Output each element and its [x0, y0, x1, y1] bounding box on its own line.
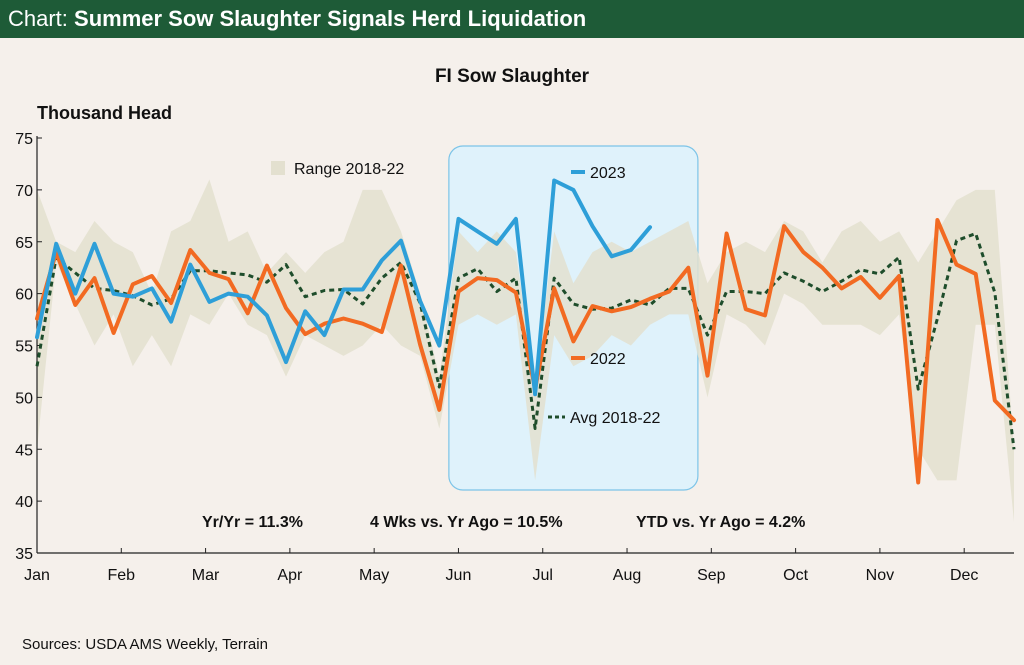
x-tick-label-nov: Nov: [866, 567, 894, 584]
x-tick-label-jul: Jul: [533, 567, 553, 584]
annotation-ytd: YTD vs. Yr Ago = 4.2%: [636, 514, 805, 531]
series-2023-line: [35, 178, 652, 397]
series-2022-line: [35, 218, 1016, 485]
banner-title: Summer Sow Slaughter Signals Herd Liquid…: [74, 6, 587, 31]
y-tick-label: 45: [15, 442, 33, 459]
chart-title: FI Sow Slaughter: [435, 66, 590, 87]
legend-avg-label: Avg 2018-22: [570, 410, 661, 427]
y-axis-label: Thousand Head: [37, 103, 172, 123]
sources-note: Sources: USDA AMS Weekly, Terrain: [22, 636, 268, 653]
x-tick-label-feb: Feb: [108, 567, 136, 584]
y-tick-label: 40: [15, 494, 33, 511]
sow-slaughter-chart: FI Sow Slaughter Thousand Head 35 40 45 50 5…: [15, 66, 1016, 584]
legend-range-label: Range 2018-22: [294, 161, 404, 178]
annotation-4-wks: 4 Wks vs. Yr Ago = 10.5%: [370, 514, 563, 531]
x-tick-label-aug: Aug: [613, 567, 641, 584]
y-tick-label: 55: [15, 339, 33, 356]
legend-2022-label: 2022: [590, 351, 626, 368]
x-tick-label-sep: Sep: [697, 567, 726, 584]
x-tick-label-jan: Jan: [24, 567, 50, 584]
x-tick-label-oct: Oct: [783, 567, 808, 584]
legend-range-swatch: [271, 161, 285, 175]
banner-prefix: Chart:: [8, 6, 75, 31]
x-tick-label-may: May: [359, 567, 389, 584]
y-tick-label: 65: [15, 235, 33, 252]
annotation-yr-yr: Yr/Yr = 11.3%: [202, 514, 303, 531]
x-tick-label-mar: Mar: [192, 567, 220, 584]
x-tick-label-apr: Apr: [277, 567, 303, 584]
y-tick-label: 75: [15, 131, 33, 148]
y-tick-label: 50: [15, 390, 33, 407]
y-tick-label: 60: [15, 287, 33, 304]
chart-banner: Chart: Summer Sow Slaughter Signals Herd…: [0, 0, 1024, 38]
x-tick-label-dec: Dec: [950, 567, 978, 584]
legend-2023-label: 2023: [590, 165, 626, 182]
x-tick-label-jun: Jun: [446, 567, 472, 584]
y-tick-label: 70: [15, 183, 33, 200]
series-avg-2018-22-line: [35, 232, 1016, 450]
y-tick-label: 35: [15, 546, 33, 563]
